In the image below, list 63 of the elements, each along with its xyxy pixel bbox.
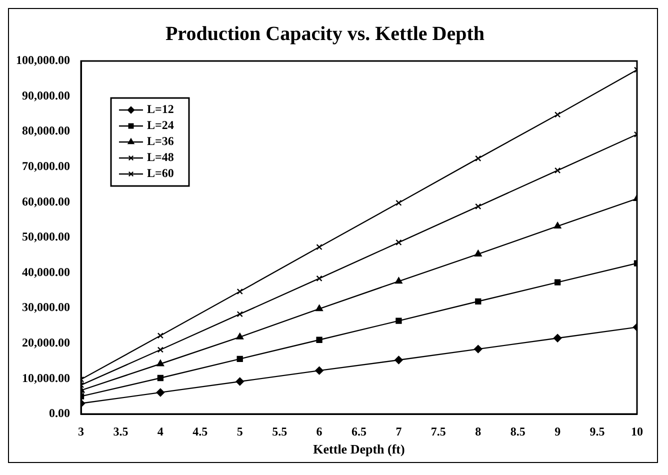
point [157,374,164,382]
point [553,334,562,342]
point [475,298,482,304]
point [554,112,561,118]
x-tick-label: 7.5 [430,424,446,438]
x-tick-label: 3.5 [113,424,128,438]
point [394,356,403,364]
point [474,250,482,256]
point [157,346,164,353]
chart-title: Production Capacity vs. Kettle Depth [165,23,485,46]
y-tick-label: 60,000.00 [22,194,70,208]
x-tick-label: 8.5 [510,424,526,438]
point [236,311,243,318]
point [554,279,561,286]
point [236,377,244,386]
x-tick-label: 9.5 [590,424,605,438]
point [396,200,402,206]
y-tick-label: 50,000.00 [22,230,70,244]
x-tick-label: 7 [396,424,402,438]
point [475,203,482,210]
y-tick-label: 30,000.00 [22,300,70,314]
legend-label: L=48 [147,150,174,164]
x-tick-label: 5.5 [272,424,288,438]
y-tick-label: 10,000.00 [22,370,70,385]
x-tick-label: 6 [316,424,322,438]
y-tick-label: 70,000.00 [22,158,70,173]
y-tick-label: 100,000.00 [16,53,70,68]
y-tick-label: 80,000.00 [22,124,70,138]
point [316,275,322,282]
x-tick-label: 4.5 [192,424,208,438]
x-tick-label: 9 [554,424,561,438]
legend-label: L=12 [147,102,174,116]
x-tick-label: 3 [78,424,84,438]
point [474,344,482,354]
y-tick-label: 90,000.00 [22,88,70,102]
point [236,356,243,362]
y-tick-label: 40,000.00 [22,264,70,279]
point [395,277,402,284]
legend-label: L=24 [147,118,174,132]
y-tick-label: 0.00 [49,406,70,420]
point [316,304,323,312]
point [315,366,324,375]
x-tick-label: 8 [475,424,482,438]
point [396,239,402,246]
x-tick-label: 5 [236,424,243,438]
x-tick-label: 10 [631,424,643,438]
point [554,167,561,174]
point [554,222,562,229]
x-tick-label: 4 [157,424,164,438]
point [156,360,164,366]
point [475,155,482,162]
point [236,288,243,295]
point [156,388,165,397]
legend-label: L=36 [147,134,174,148]
x-axis-title: Kettle Depth (ft) [313,442,405,457]
point [316,244,322,250]
point [396,318,402,324]
point [236,332,244,340]
x-tick-label: 6.5 [352,424,366,438]
point [157,332,164,339]
y-tick-label: 20,000.00 [22,335,70,350]
point [316,336,322,343]
legend-label: L=60 [147,166,174,180]
